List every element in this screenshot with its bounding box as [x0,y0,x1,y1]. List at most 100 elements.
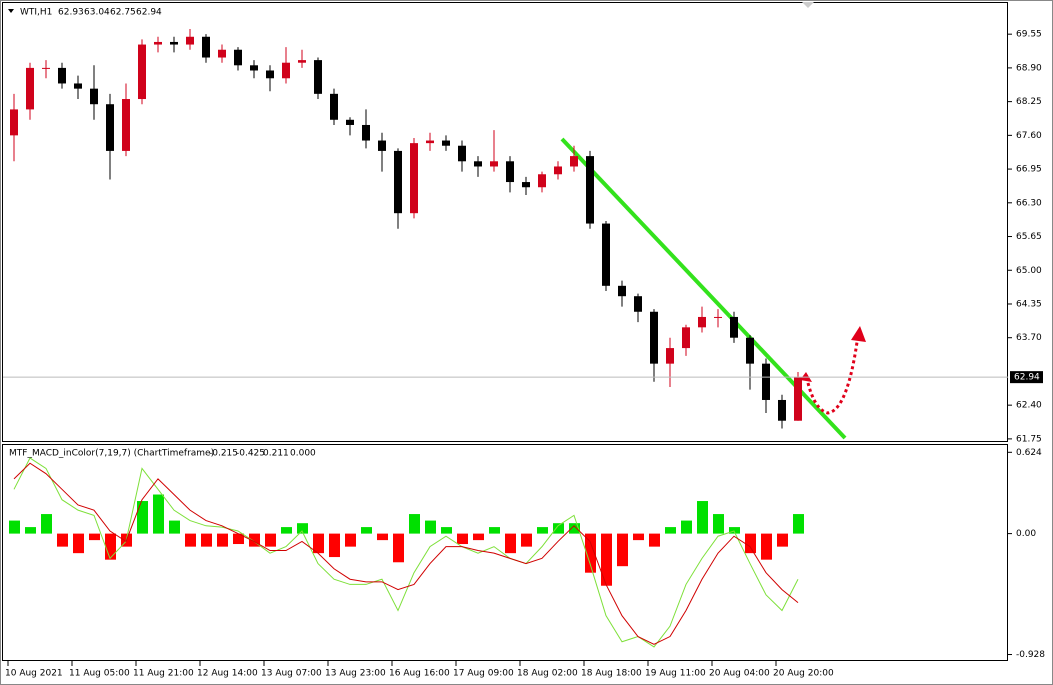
indicator-value: -0.425 [236,449,265,459]
histogram-bar [409,514,420,534]
histogram-bar [393,533,404,563]
candle-body [266,70,274,79]
candle-body [26,67,34,110]
histogram-bar [153,494,164,534]
candle-body [186,36,194,45]
x-tick-label: 18 Aug 02:00 [517,669,578,679]
histogram-bar [553,523,564,534]
histogram-bar [617,533,628,567]
candle-body [474,161,482,167]
candle-body [778,399,786,421]
symbol: WTI,H1 [20,8,52,18]
histogram-bar [297,523,308,534]
candle-body [410,143,418,214]
candle-body [106,104,114,151]
histogram-bar [25,527,36,534]
y-tick-label: 64.35 [1016,299,1042,309]
histogram-bar [329,533,340,558]
macd-panel [2,444,1008,661]
x-tick-label: 20 Aug 20:00 [773,669,834,679]
histogram-bar [345,533,356,547]
x-tick-label: 11 Aug 21:00 [133,669,194,679]
candle-body [122,99,130,151]
candle-body [714,316,722,318]
histogram-bar [473,533,484,541]
histogram-bar [361,527,372,534]
y-tick-label: 68.25 [1016,97,1042,107]
scroll-marker [802,2,814,8]
candle-body [10,109,18,136]
candle-body [234,49,242,66]
histogram-bar [265,533,276,547]
histogram-bar [233,533,244,545]
candle-body [378,140,386,151]
x-tick-label: 11 Aug 05:00 [69,669,130,679]
candle-body [554,166,562,175]
y-tick-label: -0.928 [1016,650,1045,660]
indicator-value: -0.215 [209,449,238,459]
histogram-bar [633,533,644,541]
candle-body [458,145,466,162]
candle-body [762,363,770,400]
candle-body [506,161,514,183]
candle-body [570,156,578,167]
y-tick-label: 68.90 [1016,63,1042,73]
histogram-bar [425,520,436,534]
candle-body [618,285,626,297]
x-tick-label: 18 Aug 18:00 [581,669,642,679]
candle-body [426,140,434,144]
histogram-bar [777,533,788,547]
candle-body [442,140,450,146]
candle-body [634,296,642,312]
candle-body [330,93,338,120]
histogram-bar [217,533,228,547]
x-tick-label: 13 Aug 07:00 [261,669,322,679]
candles [10,28,802,429]
last-price-label: 62.94 [1014,373,1040,383]
histogram-bar [169,520,180,534]
histogram-bar [457,533,468,545]
x-tick-label: 12 Aug 14:00 [197,669,258,679]
candle-body [586,156,594,224]
candle-body [218,49,226,58]
ohlc-value: 62.93 [58,8,84,18]
candle-body [170,41,178,45]
candle-body [58,67,66,84]
candle-body [250,65,258,71]
y-tick-label: 66.95 [1016,165,1042,175]
candle-body [794,377,802,421]
histogram-bar [745,533,756,554]
candle-body [42,67,50,69]
menu-arrow[interactable] [8,9,14,13]
candle-body [602,223,610,286]
histogram-bar [41,514,52,534]
candle-body [362,124,370,141]
candle-body [298,60,306,63]
histogram-bar [105,533,116,560]
forecast-arrow [806,334,860,415]
histogram-bar [713,514,724,534]
last-price-box [1010,371,1043,384]
histogram-bar [281,527,292,534]
histogram-bar [697,501,708,534]
macd-line [13,457,799,648]
candle-body [698,316,706,328]
candle-body [522,182,530,188]
candle-body [666,348,674,364]
histogram-bar [601,533,612,586]
candle-body [538,174,546,188]
histogram-bar [249,533,260,547]
candle-body [74,83,82,89]
y-tick-label: 0.00 [1016,529,1036,539]
x-tick-label: 10 Aug 2021 [5,669,63,679]
indicator-value: 0.000 [290,449,316,459]
candle-body [282,62,290,79]
candle-body [346,119,354,125]
histogram-bar [89,533,100,541]
price-panel [2,2,1008,442]
macd-line [13,462,799,645]
histogram-bar [9,520,20,534]
candle-body [490,161,498,167]
